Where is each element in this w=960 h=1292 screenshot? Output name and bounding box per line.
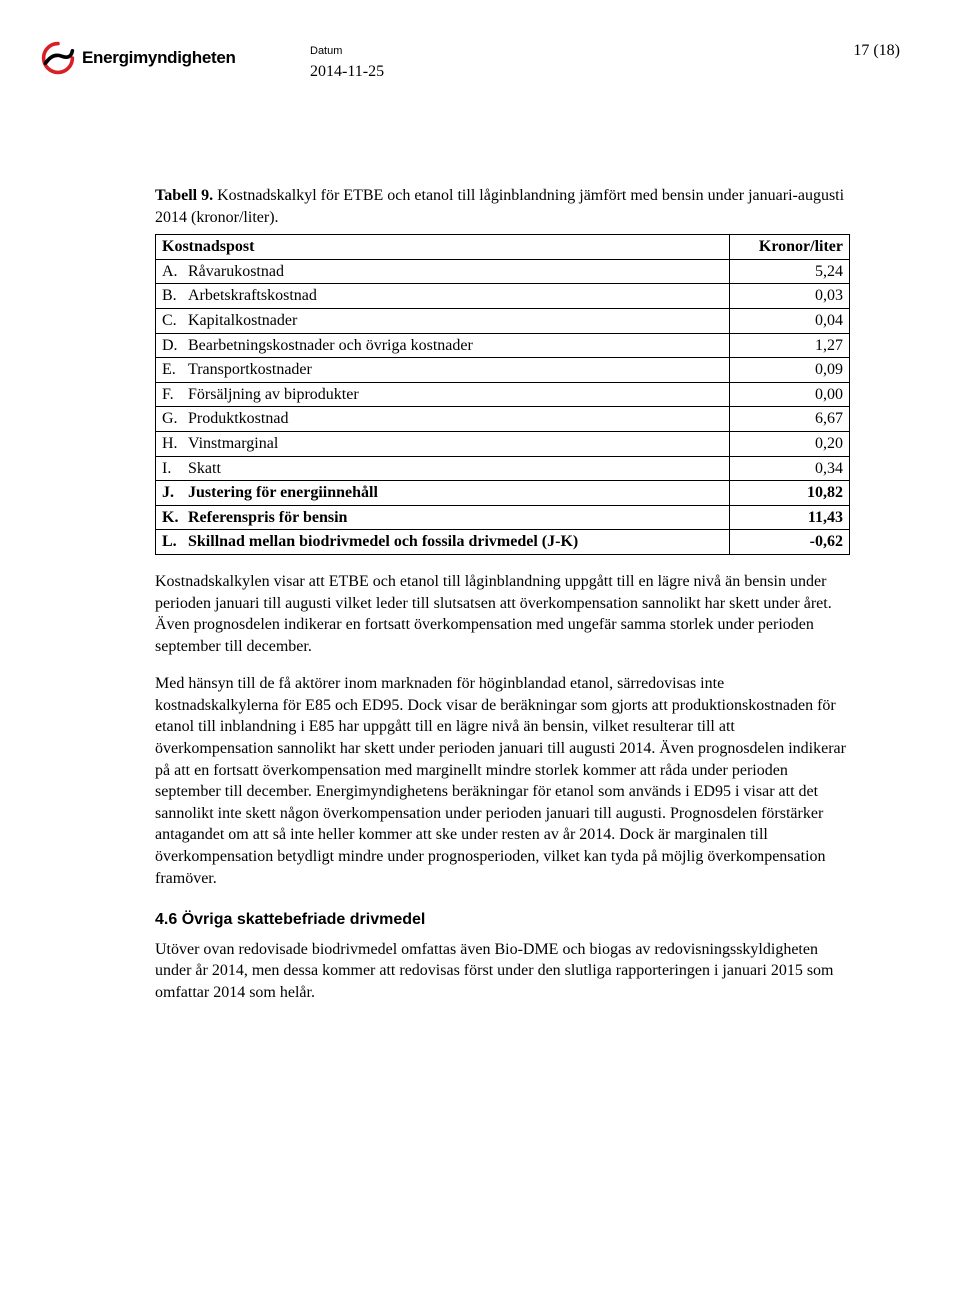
table-number: Tabell 9.: [155, 187, 213, 204]
row-letter: I.: [162, 458, 188, 480]
row-letter: A.: [162, 261, 188, 283]
table-row: J.Justering för energiinnehåll10,82: [156, 481, 850, 506]
row-letter: B.: [162, 285, 188, 307]
row-label: F.Försäljning av biprodukter: [156, 382, 730, 407]
table-row: D.Bearbetningskostnader och övriga kostn…: [156, 333, 850, 358]
row-label-text: Referenspris för bensin: [188, 509, 347, 526]
table-row: B.Arbetskraftskostnad0,03: [156, 284, 850, 309]
row-label-text: Transportkostnader: [188, 361, 312, 378]
row-letter: H.: [162, 433, 188, 455]
row-value: -0,62: [730, 530, 850, 555]
row-label: L.Skillnad mellan biodrivmedel och fossi…: [156, 530, 730, 555]
row-label-text: Försäljning av biprodukter: [188, 386, 359, 403]
row-label: K.Referenspris för bensin: [156, 505, 730, 530]
row-label-text: Justering för energiinnehåll: [188, 484, 378, 501]
table-caption: Tabell 9. Kostnadskalkyl för ETBE och et…: [155, 185, 850, 228]
body-paragraph-1: Kostnadskalkylen visar att ETBE och etan…: [155, 571, 850, 657]
cost-table: Kostnadspost Kronor/liter A.Råvarukostna…: [155, 234, 850, 555]
row-label-text: Arbetskraftskostnad: [188, 287, 317, 304]
row-label-text: Skatt: [188, 460, 221, 477]
table-row: I.Skatt0,34: [156, 456, 850, 481]
date-value: 2014-11-25: [310, 61, 384, 83]
row-label: C.Kapitalkostnader: [156, 308, 730, 333]
row-letter: D.: [162, 335, 188, 357]
row-label-text: Bearbetningskostnader och övriga kostnad…: [188, 337, 473, 354]
table-row: H.Vinstmarginal0,20: [156, 431, 850, 456]
row-value: 6,67: [730, 407, 850, 432]
table-row: C.Kapitalkostnader0,04: [156, 308, 850, 333]
row-letter: E.: [162, 359, 188, 381]
row-label-text: Kapitalkostnader: [188, 312, 297, 329]
row-label: D.Bearbetningskostnader och övriga kostn…: [156, 333, 730, 358]
page-header: Energimyndigheten Datum 2014-11-25 17 (1…: [40, 40, 900, 130]
table-row: L.Skillnad mellan biodrivmedel och fossi…: [156, 530, 850, 555]
row-label: E.Transportkostnader: [156, 358, 730, 383]
row-letter: G.: [162, 408, 188, 430]
page-number: 17 (18): [853, 40, 900, 62]
row-letter: F.: [162, 384, 188, 406]
row-label-text: Produktkostnad: [188, 410, 288, 427]
table-title-text: Kostnadskalkyl för ETBE och etanol till …: [155, 187, 844, 226]
row-label: G.Produktkostnad: [156, 407, 730, 432]
row-letter: L.: [162, 531, 188, 553]
document-page: Energimyndigheten Datum 2014-11-25 17 (1…: [0, 0, 960, 1064]
row-label: B.Arbetskraftskostnad: [156, 284, 730, 309]
logo-text: Energimyndigheten: [82, 47, 236, 70]
row-label-text: Skillnad mellan biodrivmedel och fossila…: [188, 533, 578, 550]
row-value: 0,03: [730, 284, 850, 309]
row-value: 1,27: [730, 333, 850, 358]
row-letter: K.: [162, 507, 188, 529]
table-row: A.Råvarukostnad5,24: [156, 259, 850, 284]
row-value: 0,34: [730, 456, 850, 481]
row-label: J.Justering för energiinnehåll: [156, 481, 730, 506]
row-value: 11,43: [730, 505, 850, 530]
section-heading: 4.6 Övriga skattebefriade drivmedel: [155, 909, 850, 931]
row-label: A.Råvarukostnad: [156, 259, 730, 284]
row-value: 0,04: [730, 308, 850, 333]
date-block: Datum 2014-11-25: [310, 44, 384, 82]
row-label: I.Skatt: [156, 456, 730, 481]
row-label-text: Vinstmarginal: [188, 435, 278, 452]
table-row: E.Transportkostnader0,09: [156, 358, 850, 383]
table-row: F.Försäljning av biprodukter0,00: [156, 382, 850, 407]
table-row: G.Produktkostnad6,67: [156, 407, 850, 432]
row-value: 0,00: [730, 382, 850, 407]
col-header-kronor: Kronor/liter: [730, 235, 850, 260]
row-label-text: Råvarukostnad: [188, 263, 284, 280]
col-header-kostnadspost: Kostnadspost: [156, 235, 730, 260]
row-value: 5,24: [730, 259, 850, 284]
row-label: H.Vinstmarginal: [156, 431, 730, 456]
row-value: 10,82: [730, 481, 850, 506]
date-label: Datum: [310, 44, 384, 59]
row-value: 0,09: [730, 358, 850, 383]
body-paragraph-2: Med hänsyn till de få aktörer inom markn…: [155, 673, 850, 889]
table-row: K.Referenspris för bensin11,43: [156, 505, 850, 530]
row-letter: J.: [162, 482, 188, 504]
logo-swirl-icon: [40, 40, 76, 76]
row-letter: C.: [162, 310, 188, 332]
agency-logo: Energimyndigheten: [40, 40, 236, 76]
table-header-row: Kostnadspost Kronor/liter: [156, 235, 850, 260]
body-paragraph-3: Utöver ovan redovisade biodrivmedel omfa…: [155, 939, 850, 1004]
row-value: 0,20: [730, 431, 850, 456]
